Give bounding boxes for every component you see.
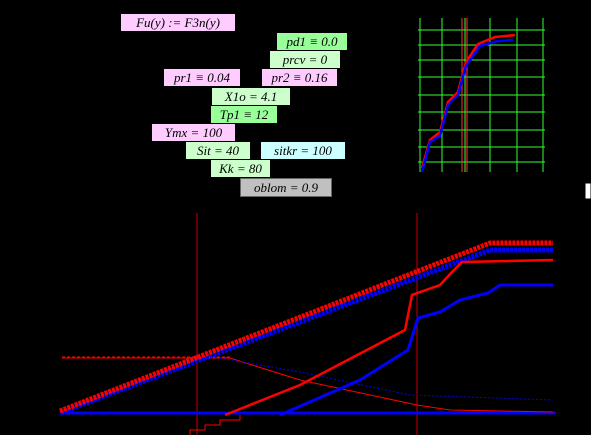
variable[interactable]: pd1 ≡ 0.0 bbox=[277, 33, 347, 50]
variable[interactable]: pr1 ≡ 0.04 bbox=[164, 69, 240, 86]
variable[interactable]: X1o = 4.1 bbox=[212, 88, 290, 105]
variable[interactable]: oblom = 0.9 bbox=[240, 178, 332, 197]
variable[interactable]: Kk = 80 bbox=[211, 160, 270, 177]
variable[interactable]: Sit = 40 bbox=[186, 142, 250, 159]
large-plot bbox=[59, 213, 555, 435]
side-box bbox=[584, 182, 591, 200]
variable[interactable]: sitkr = 100 bbox=[261, 142, 345, 159]
variable[interactable]: Tp1 ≡ 12 bbox=[211, 106, 277, 123]
variable[interactable]: prcv = 0 bbox=[270, 51, 340, 68]
variable[interactable]: Ymx = 100 bbox=[152, 124, 235, 141]
variable[interactable]: pr2 ≡ 0.16 bbox=[262, 69, 337, 86]
definition[interactable]: Fu(y) := F3n(y) bbox=[121, 14, 235, 31]
small-plot bbox=[418, 18, 545, 173]
